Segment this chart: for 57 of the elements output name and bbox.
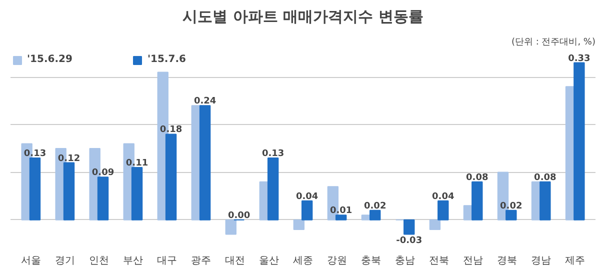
x-tick-label: 경남 <box>531 256 552 266</box>
data-label: 0.01 <box>330 206 352 216</box>
data-label: 0.02 <box>500 201 522 212</box>
data-label: 0.09 <box>92 168 114 178</box>
bar <box>301 200 313 220</box>
x-tick-label: 부산 <box>122 256 143 266</box>
x-tick-label: 울산 <box>258 256 279 266</box>
x-tick-label: 경기 <box>54 256 75 266</box>
bar <box>429 219 441 230</box>
bar <box>293 219 305 230</box>
data-label: 0.13 <box>24 149 46 160</box>
chart-title: 시도별 아파트 매매가격지수 변동률 <box>182 8 424 26</box>
data-label: 0.08 <box>466 172 488 183</box>
data-label: 0.08 <box>534 172 556 183</box>
x-tick-label: 전북 <box>429 256 450 266</box>
x-tick-label: 강원 <box>327 256 348 266</box>
bar <box>165 134 177 220</box>
data-label: -0.03 <box>396 236 422 246</box>
data-label: 0.11 <box>126 158 148 169</box>
data-label: 0.13 <box>262 149 284 160</box>
x-tick-label: 대전 <box>224 256 245 266</box>
x-tick-label: 광주 <box>190 256 211 266</box>
text: (단위 : 전주대비, %) <box>511 38 596 48</box>
bar <box>506 210 517 220</box>
bar <box>574 62 585 220</box>
legend-label: '15.7.6 <box>147 54 186 65</box>
data-label: 0.02 <box>364 201 386 212</box>
data-label: 0.18 <box>160 125 182 136</box>
x-tick-label: 전남 <box>463 256 484 266</box>
bar <box>97 176 109 220</box>
bar <box>370 210 381 220</box>
x-tick-label: 충남 <box>395 256 416 266</box>
x-tick-label: 인천 <box>88 256 109 266</box>
bar <box>438 200 449 220</box>
bar <box>131 167 143 220</box>
x-tick-label: 대구 <box>156 256 177 266</box>
bar <box>199 105 211 220</box>
x-tick-label: 세종 <box>293 256 313 266</box>
bar <box>267 158 279 220</box>
bar <box>63 162 75 220</box>
data-label: 0.04 <box>296 192 318 202</box>
bar <box>29 158 41 220</box>
x-tick-label: 서울 <box>20 256 41 266</box>
bar <box>335 214 347 220</box>
data-label: 0.04 <box>432 192 454 202</box>
legend-label: '15.6.29 <box>27 54 72 65</box>
data-label: 0.33 <box>568 54 590 64</box>
data-label: 0.12 <box>58 154 80 164</box>
x-tick-label: 충북 <box>361 256 382 266</box>
x-tick-label: 경북 <box>497 256 518 266</box>
data-label: 0.24 <box>194 96 216 107</box>
data-label: 0.00 <box>228 210 250 221</box>
bar <box>540 181 551 220</box>
bar <box>472 181 483 220</box>
bar <box>225 219 236 235</box>
bar <box>404 219 415 235</box>
x-tick-label: 제주 <box>565 256 586 266</box>
